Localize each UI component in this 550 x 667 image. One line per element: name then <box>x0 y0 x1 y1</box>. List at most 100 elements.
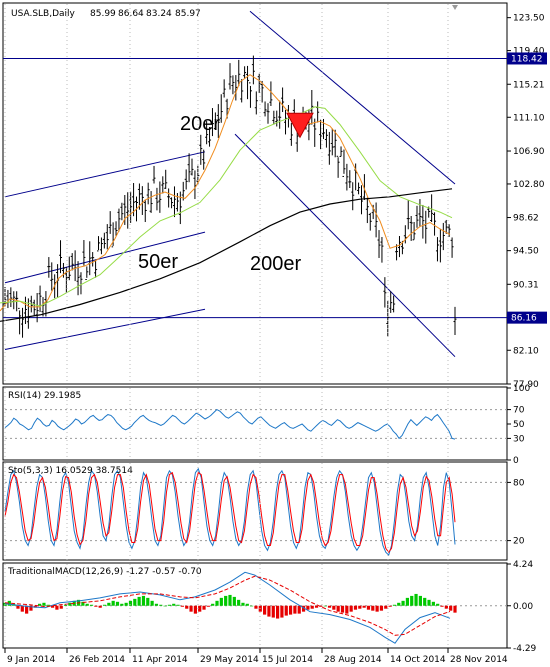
x-axis: 9 Jan 2014 26 Feb 2014 11 Apr 2014 29 May 2… <box>4 4 508 665</box>
macd-histogram-bar <box>167 604 172 606</box>
macd-histogram-bar <box>250 605 254 607</box>
macd-panel: 4.24 0.00 -4.29 TraditionalMACD(12,26,9) -… <box>2 560 537 654</box>
macd-histogram-bar <box>314 605 319 608</box>
x-tick-label: 14 Oct 2014 <box>390 655 446 665</box>
macd-histogram-bar <box>172 603 176 606</box>
y-tick-label: 106.90 <box>513 147 545 157</box>
macd-macd-line <box>4 571 451 644</box>
x-tick-label: 11 Apr 2014 <box>132 655 188 665</box>
macd-histogram-bar <box>150 600 154 606</box>
macd-histogram-bar <box>137 596 141 606</box>
x-tick-label: 28 Nov 2014 <box>450 655 508 665</box>
macd-histogram-bar <box>59 605 63 609</box>
macd-histogram-bar <box>444 605 448 609</box>
y-tick-label: 0 <box>513 456 519 466</box>
macd-histogram-bar <box>16 605 20 609</box>
x-tick-label: 15 Jul 2014 <box>262 655 313 665</box>
macd-histogram-bar <box>241 602 245 606</box>
macd-histogram-bar <box>345 605 349 614</box>
macd-histogram-bar <box>146 597 150 606</box>
y-tick-label: 115.21 <box>513 80 545 90</box>
macd-histogram-bar <box>405 597 410 606</box>
price-tag-label: 86.16 <box>511 314 537 324</box>
moving-average-ma20 <box>0 74 451 312</box>
macd-histogram-bar <box>189 605 193 612</box>
y-tick-label: 119.40 <box>513 47 545 57</box>
macd-histogram-bar <box>323 605 327 607</box>
ohlc-low: 83.24 <box>146 9 172 19</box>
macd-histogram-bar <box>436 603 440 606</box>
y-tick-label: 102.80 <box>513 180 545 190</box>
x-tick-label: 9 Jan 2014 <box>7 655 55 665</box>
macd-histogram-bar <box>38 603 42 606</box>
macd-histogram-bar <box>254 605 258 609</box>
macd-histogram-bar <box>111 600 115 606</box>
ohlc-open: 85.99 <box>90 9 116 19</box>
trend-channel-line <box>4 308 206 350</box>
macd-histogram-bar <box>271 605 275 618</box>
price-tag-label: 118.42 <box>511 54 543 64</box>
macd-histogram-bar <box>340 605 345 613</box>
macd-histogram-bar <box>20 605 24 612</box>
macd-histogram-bar <box>159 604 163 606</box>
macd-histogram-bar <box>25 605 29 614</box>
macd-histogram-bar <box>63 604 68 606</box>
y-tick-label: 94.50 <box>513 247 539 257</box>
stochastic-k-line <box>4 467 456 557</box>
macd-histogram-bar <box>124 602 128 606</box>
macd-histogram-bar <box>163 605 167 607</box>
macd-histogram-bar <box>275 605 280 619</box>
moving-average-ma200 <box>0 188 453 322</box>
macd-histogram-bar <box>107 602 111 606</box>
macd-histogram-bar <box>94 605 98 607</box>
macd-histogram-bar <box>219 597 223 606</box>
trend-channel-line <box>4 151 206 198</box>
macd-histogram-bar <box>423 597 427 606</box>
y-tick-label: 0.00 <box>513 602 533 612</box>
macd-histogram-bar <box>358 605 362 609</box>
y-tick-label: 90.31 <box>513 280 539 290</box>
macd-histogram-bar <box>427 599 431 606</box>
ohlc-high: 86.64 <box>118 9 144 19</box>
macd-histogram-bar <box>453 605 457 613</box>
macd-histogram-bar <box>237 599 241 606</box>
macd-histogram-bar <box>310 605 314 609</box>
macd-histogram-bar <box>319 605 323 607</box>
macd-histogram-bar <box>29 605 33 611</box>
macd-histogram-bar <box>85 603 89 606</box>
macd-histogram-bar <box>89 604 94 606</box>
macd-panel-title: TraditionalMACD(12,26,9) -1.27 -0.57 -0.… <box>7 567 202 577</box>
macd-histogram-bar <box>154 603 159 606</box>
macd-histogram-bar <box>133 598 137 606</box>
annotation-50er: 50er <box>138 251 178 273</box>
x-tick-label: 26 Feb 2014 <box>69 655 125 665</box>
stochastic-panel-title: Sto(5,3,3) 16.0529 38.7514 <box>8 466 133 476</box>
y-tick-label: 20 <box>513 537 525 547</box>
rsi-line <box>4 408 456 440</box>
macd-histogram-bar <box>293 605 297 614</box>
y-tick-label: 4.24 <box>513 560 533 570</box>
macd-histogram-bar <box>392 604 397 606</box>
macd-histogram-bar <box>301 605 306 612</box>
macd-histogram-bar <box>397 602 401 606</box>
x-tick-label: 28 Aug 2014 <box>324 655 382 665</box>
y-tick-label: 70 <box>513 406 525 416</box>
ohlc-close: 85.97 <box>175 9 201 19</box>
macd-signal-line <box>4 575 451 636</box>
y-tick-label: 82.10 <box>513 346 539 356</box>
macd-histogram-bar <box>81 601 85 606</box>
macd-histogram-bar <box>115 601 120 606</box>
macd-histogram-bar <box>349 605 353 612</box>
macd-histogram-bar <box>55 605 59 610</box>
macd-histogram-bar <box>120 603 124 606</box>
macd-histogram-bar <box>371 605 375 611</box>
macd-histogram-bar <box>332 605 336 610</box>
macd-histogram-bar <box>128 600 133 606</box>
y-tick-label: 98.62 <box>513 214 539 224</box>
rsi-panel-title: RSI(14) 29.1985 <box>8 391 81 401</box>
trend-channel-line <box>4 231 206 284</box>
macd-histogram-bar <box>98 605 102 608</box>
macd-histogram-bar <box>50 605 55 608</box>
price-tag <box>507 311 547 324</box>
macd-histogram-bar <box>202 605 206 610</box>
